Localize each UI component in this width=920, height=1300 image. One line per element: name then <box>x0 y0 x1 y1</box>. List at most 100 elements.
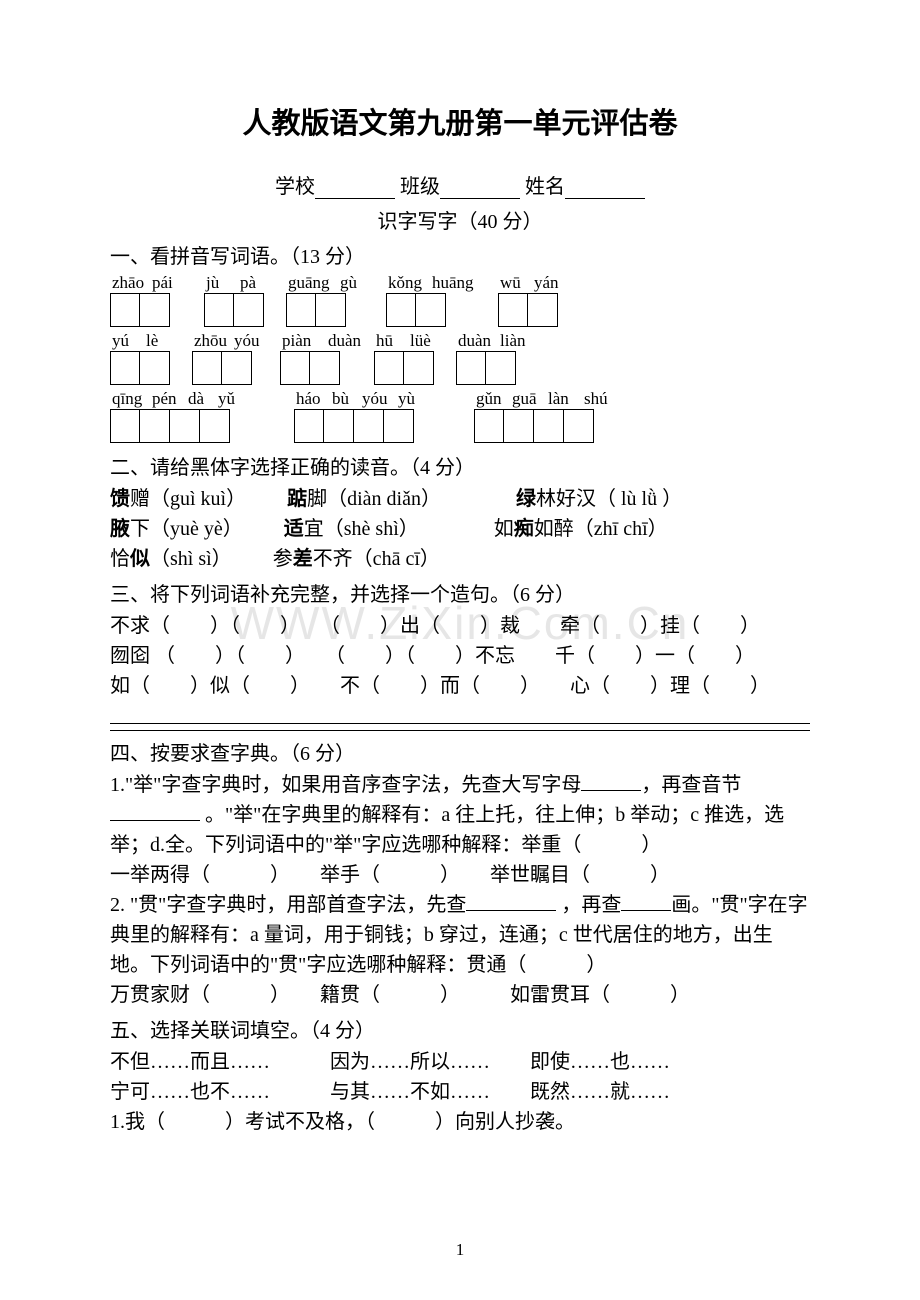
char-box[interactable] <box>140 409 170 443</box>
text: 不齐（chā cī） <box>313 548 440 570</box>
section2-line: 恰似（shì sì） 参差不齐（chā cī） <box>110 544 810 574</box>
char-box[interactable] <box>310 351 340 385</box>
char-box[interactable] <box>222 351 252 385</box>
char-box[interactable] <box>140 293 170 327</box>
section5-heading: 五、选择关联词填空。（4 分） <box>110 1014 810 1043</box>
char-box[interactable] <box>110 409 140 443</box>
pinyin-row: qīng pén dà yǔ háo bù yóu yù gǔn <box>110 389 810 443</box>
school-blank[interactable] <box>315 179 395 199</box>
char-box[interactable] <box>204 293 234 327</box>
pinyin-group: yúlè <box>110 331 174 385</box>
char-box[interactable] <box>234 293 264 327</box>
text: 1."举"字查字典时，如果用音序查字法，先查大写字母 <box>110 774 581 796</box>
bold-char: 痴 <box>514 518 534 540</box>
text: 如 <box>494 518 514 540</box>
char-box[interactable] <box>416 293 446 327</box>
char-box[interactable] <box>286 293 316 327</box>
pinyin-group: jùpà <box>204 273 268 327</box>
pinyin-syl: yù <box>396 389 426 409</box>
section3-body: 不求（ ）（ ） （ ）出（ ）裁 牵（ ）挂（ ） 囫囵 （ ）（ ） （ ）… <box>110 611 810 701</box>
page-number: 1 <box>0 1240 920 1260</box>
char-box[interactable] <box>294 409 324 443</box>
pinyin-syl: lè <box>144 331 174 351</box>
text: 2. "贯"字查字典时，用部首查字法，先查 <box>110 894 466 916</box>
name-label: 姓名 <box>525 176 565 198</box>
class-blank[interactable] <box>440 179 520 199</box>
pinyin-syl: duàn <box>326 331 356 351</box>
section3-line: 如（ ）似（ ） 不（ ）而（ ） 心（ ）理（ ） <box>110 671 810 701</box>
name-blank[interactable] <box>565 179 645 199</box>
blank[interactable] <box>466 893 556 911</box>
pinyin-syl: gù <box>338 273 368 293</box>
pinyin-syl: yóu <box>232 331 262 351</box>
section4-heading: 四、按要求查字典。（6 分） <box>110 737 810 766</box>
text: 宁可……也不…… 与其……不如…… 既然……就…… <box>110 1077 810 1107</box>
bold-char: 差 <box>293 548 313 570</box>
pinyin-syl: làn <box>546 389 582 409</box>
char-box[interactable] <box>456 351 486 385</box>
char-box[interactable] <box>498 293 528 327</box>
blank[interactable] <box>581 773 641 791</box>
pinyin-syl: hū <box>374 331 408 351</box>
bold-char: 馈 <box>110 488 130 510</box>
pinyin-syl: háo <box>294 389 330 409</box>
pinyin-syl: qīng <box>110 389 150 409</box>
pinyin-syl: pái <box>150 273 186 293</box>
pinyin-group: hūlüè <box>374 331 438 385</box>
char-box[interactable] <box>534 409 564 443</box>
pinyin-syl: shú <box>582 389 612 409</box>
section4-body: 1."举"字查字典时，如果用音序查字法，先查大写字母，再查音节 。"举"在字典里… <box>110 770 810 1010</box>
char-box[interactable] <box>528 293 558 327</box>
char-box[interactable] <box>324 409 354 443</box>
pinyin-group: háo bù yóu yù <box>294 389 426 443</box>
char-box[interactable] <box>564 409 594 443</box>
pinyin-syl: guā <box>510 389 546 409</box>
text: 万贯家财（ ） 籍贯（ ） 如雷贯耳（ ） <box>110 980 810 1010</box>
text: （shì sì） <box>150 548 232 570</box>
pinyin-syl: jù <box>204 273 238 293</box>
char-box[interactable] <box>404 351 434 385</box>
blank[interactable] <box>621 893 671 911</box>
char-box[interactable] <box>354 409 384 443</box>
pinyin-syl: dà <box>186 389 216 409</box>
char-box[interactable] <box>110 293 140 327</box>
char-box[interactable] <box>192 351 222 385</box>
pinyin-syl: lüè <box>408 331 438 351</box>
pinyin-syl: duàn <box>456 331 498 351</box>
char-box[interactable] <box>316 293 346 327</box>
char-box[interactable] <box>384 409 414 443</box>
char-box[interactable] <box>170 409 200 443</box>
blank[interactable] <box>110 803 200 821</box>
text: 脚（diàn diǎn） <box>307 488 441 510</box>
pinyin-area: zhāopái jùpà guānggù kǒnghuāng wūyán <box>110 273 810 443</box>
divider <box>110 730 810 731</box>
pinyin-syl: wū <box>498 273 532 293</box>
pinyin-syl: kǒng <box>386 273 430 293</box>
text: 恰 <box>110 548 130 570</box>
section5-body: 不但……而且…… 因为……所以…… 即使……也…… 宁可……也不…… 与其……不… <box>110 1047 810 1137</box>
text: ，再查音节 <box>641 774 741 796</box>
char-box[interactable] <box>200 409 230 443</box>
section1-heading: 一、看拼音写词语。（13 分） <box>110 240 810 269</box>
char-box[interactable] <box>280 351 310 385</box>
char-box[interactable] <box>486 351 516 385</box>
char-box[interactable] <box>140 351 170 385</box>
char-box[interactable] <box>110 351 140 385</box>
text: 赠（guì kuì） <box>130 488 246 510</box>
char-box[interactable] <box>386 293 416 327</box>
section3-line: 不求（ ）（ ） （ ）出（ ）裁 牵（ ）挂（ ） <box>110 611 810 641</box>
text: 如醉（zhī chī） <box>534 518 668 540</box>
pinyin-syl: yǔ <box>216 389 246 409</box>
page-title: 人教版语文第九册第一单元评估卷 <box>110 100 810 142</box>
pinyin-syl: pén <box>150 389 186 409</box>
char-box[interactable] <box>504 409 534 443</box>
text: ，再查 <box>556 894 621 916</box>
text: 1.我（ ）考试不及格，（ ）向别人抄袭。 <box>110 1107 810 1137</box>
pinyin-group: zhōuyóu <box>192 331 262 385</box>
text: 一举两得（ ） 举手（ ） 举世瞩目（ ） <box>110 860 810 890</box>
pinyin-syl: pà <box>238 273 268 293</box>
char-box[interactable] <box>474 409 504 443</box>
section2-line: 馈赠（guì kuì） 踮脚（diàn diǎn） 绿林好汉（ lù lǜ ） <box>110 484 810 514</box>
school-label: 学校 <box>275 176 315 198</box>
char-box[interactable] <box>374 351 404 385</box>
